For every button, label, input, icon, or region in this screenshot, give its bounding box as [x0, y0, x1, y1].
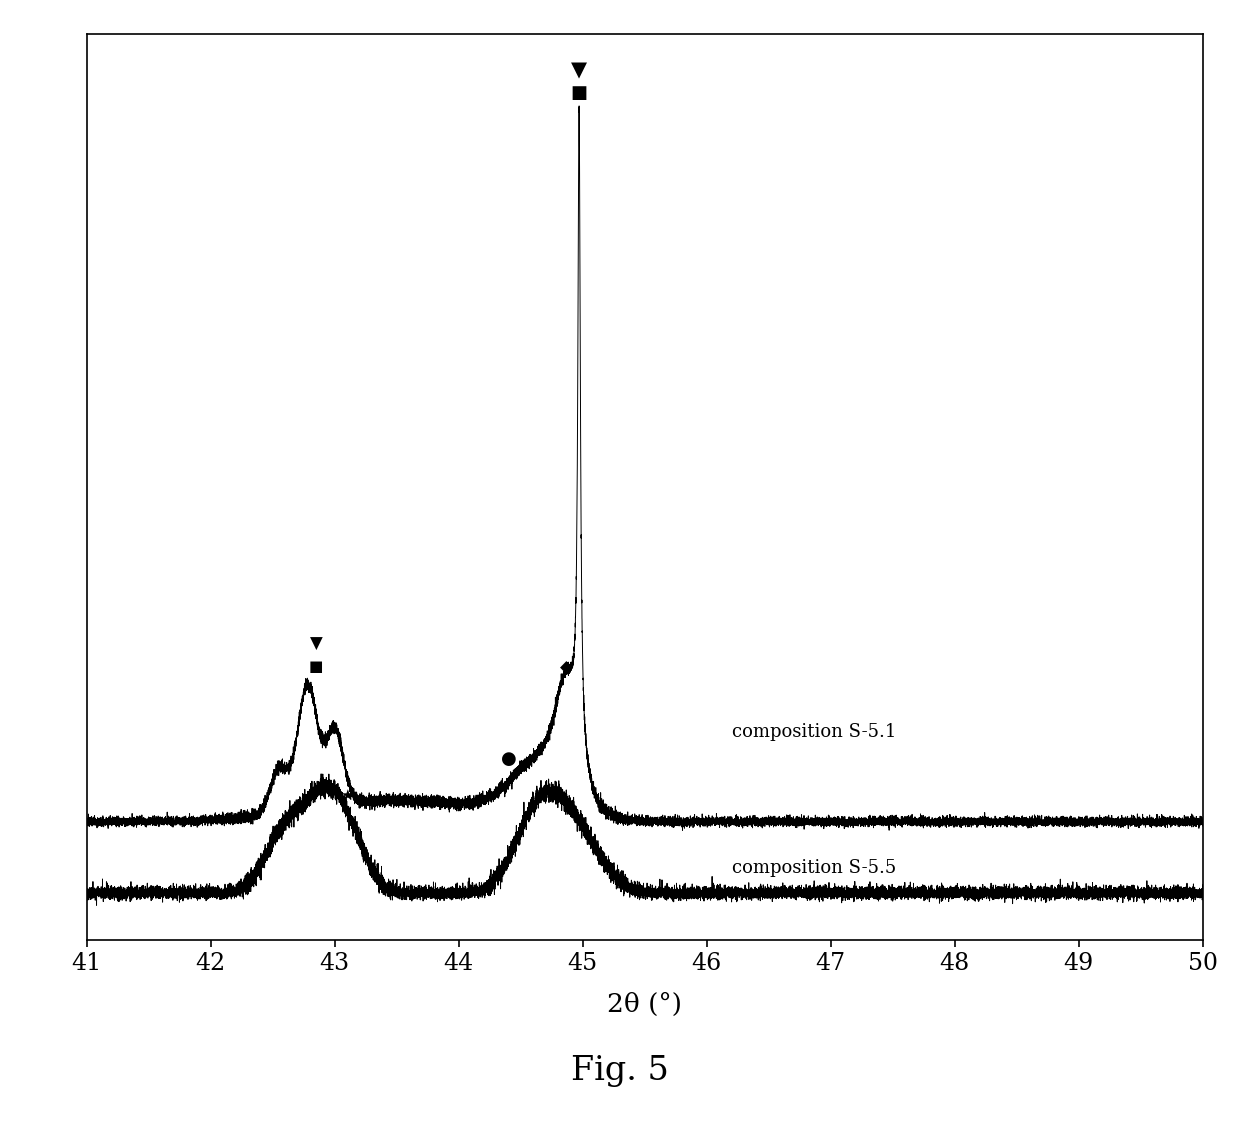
Text: ●: ●	[501, 750, 516, 768]
Text: composition S-5.5: composition S-5.5	[732, 860, 895, 877]
X-axis label: 2θ (°): 2θ (°)	[608, 991, 682, 1016]
Text: composition S-5.1: composition S-5.1	[732, 723, 897, 741]
Text: ■: ■	[570, 84, 588, 102]
Text: ★: ★	[341, 789, 353, 803]
Text: ◆: ◆	[560, 658, 573, 676]
Text: ▼: ▼	[310, 634, 322, 653]
Text: ▼: ▼	[572, 61, 587, 80]
Text: Fig. 5: Fig. 5	[572, 1055, 668, 1087]
Text: ■: ■	[309, 659, 324, 674]
